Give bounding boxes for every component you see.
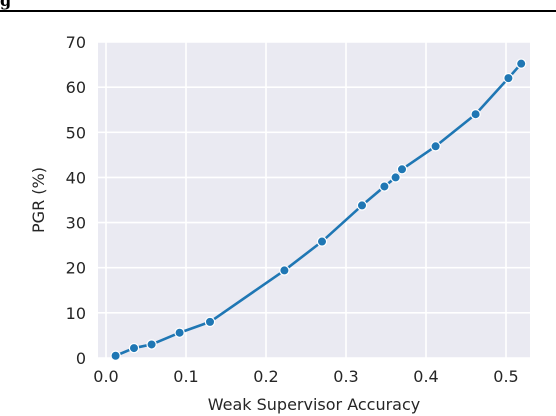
series-group [110,58,527,361]
y-axis-title: PGR (%) [29,167,48,233]
y-tick-label: 30 [66,214,86,233]
y-tick-label: 50 [66,123,86,142]
plot-area [98,42,530,358]
data-point [204,316,216,328]
x-tick-label: 0.1 [173,367,198,386]
data-point [279,265,290,276]
x-tick-label: 0.4 [413,367,438,386]
y-tick-label: 0 [76,349,86,368]
data-point [396,164,408,175]
x-tick-label: 0.0 [93,367,118,386]
x-tick-labels: 0.0 0.1 0.2 0.3 0.4 0.5 [93,367,518,386]
data-point [503,72,514,84]
y-tick-labels: 0 10 20 30 40 50 60 70 [66,33,86,368]
data-point [316,236,328,247]
data-point [110,350,121,361]
data-point [470,109,481,120]
x-tick-label: 0.3 [333,367,358,386]
y-tick-label: 70 [66,33,86,52]
data-point [430,141,441,152]
header-text-fragment: g [0,0,556,14]
x-axis-title: Weak Supervisor Accuracy [208,395,421,414]
data-point [516,58,527,69]
x-tick-label: 0.5 [493,367,518,386]
y-tick-label: 60 [66,78,86,97]
x-tick-label: 0.2 [253,367,278,386]
data-point [390,172,401,183]
grid-lines [98,41,530,359]
y-tick-label: 20 [66,259,86,278]
data-point [128,342,140,354]
data-point [174,327,185,338]
y-tick-label: 10 [66,304,86,323]
header-fragment-text: g [0,0,12,10]
data-point [379,181,390,192]
data-point [356,200,368,211]
header-rule [0,10,556,12]
y-tick-label: 40 [66,168,86,187]
data-point [146,339,157,350]
